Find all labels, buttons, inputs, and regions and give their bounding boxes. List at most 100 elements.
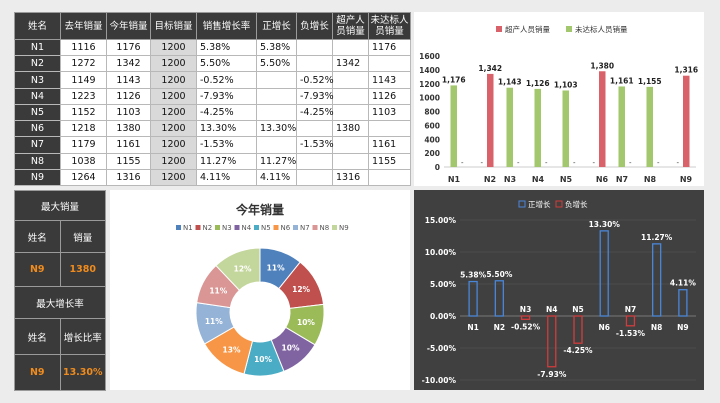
cell-name: N4	[14, 87, 61, 105]
max-growth-name: N9	[14, 354, 61, 391]
cell-this-year: 1155	[106, 152, 151, 170]
donut-percent-label: 12%	[234, 264, 252, 273]
bar-empty-marker: -	[461, 159, 464, 167]
bar	[562, 90, 569, 167]
bar	[534, 88, 541, 167]
cell-target: 1200	[150, 71, 197, 89]
cell-growth-rate: -0.52%	[196, 71, 257, 89]
cell-negative	[296, 152, 333, 170]
cell-over-target	[332, 71, 369, 89]
cell-positive: 5.38%	[256, 38, 297, 57]
table-row: N9 1264 1316 1200 4.11% 4.11% 1316	[14, 168, 411, 187]
growth-value-label: 5.50%	[486, 270, 513, 279]
legend-swatch-negative	[555, 200, 563, 208]
cell-under-target: 1155	[368, 152, 411, 170]
growth-value-label: -1.53%	[616, 329, 646, 338]
cell-target: 1200	[150, 87, 197, 105]
growth-bar	[547, 315, 557, 368]
x-tick-label: N3	[520, 305, 532, 314]
legend-label: N8	[320, 224, 330, 232]
growth-bar	[573, 315, 583, 344]
y-tick-label: 200	[424, 149, 440, 158]
cell-negative	[296, 55, 333, 73]
max-sales-name: N9	[14, 252, 61, 287]
growth-bar	[678, 289, 688, 317]
growth-chart: 正增长 负增长 -10.00% -5.00% 0.00% 5.00% 10.00% 15.00…	[422, 199, 697, 385]
x-tick-label: N2	[494, 323, 506, 332]
bar-value-label: 1,103	[554, 80, 578, 89]
cell-under-target	[368, 55, 411, 73]
y-tick-label: -10.00%	[422, 376, 457, 385]
cell-name: N3	[14, 71, 61, 89]
table-body: N1 1116 1176 1200 5.38% 5.38% 1176 N2 1272 1342 12…	[14, 38, 411, 187]
bar	[683, 75, 690, 167]
cell-target: 1200	[150, 55, 197, 73]
cell-name: N6	[14, 120, 61, 138]
donut-percent-label: 11%	[209, 286, 227, 295]
table-row: N4 1223 1126 1200 -7.93% -7.93% 1126	[14, 87, 411, 105]
bar	[487, 73, 494, 167]
max-sales-value: 1380	[59, 252, 106, 287]
cell-target: 1200	[150, 38, 197, 57]
growth-bar	[468, 280, 478, 317]
cell-under-target: 1176	[368, 38, 411, 57]
cell-this-year: 1103	[106, 103, 151, 122]
cell-negative: -4.25%	[296, 103, 334, 122]
cell-last-year: 1152	[60, 103, 107, 122]
cell-positive: 4.11%	[256, 168, 297, 187]
cell-last-year: 1038	[60, 152, 107, 170]
x-tick-label: N6	[598, 323, 610, 332]
cell-this-year: 1143	[106, 71, 151, 89]
cell-growth-rate: 13.30%	[196, 120, 257, 138]
legend-swatch	[273, 225, 279, 230]
bar	[450, 85, 457, 167]
cell-growth-rate: -7.93%	[196, 87, 257, 105]
table-row: N2 1272 1342 1200 5.50% 5.50% 1342	[14, 55, 411, 73]
legend-label: N9	[339, 224, 349, 232]
cell-positive	[256, 71, 297, 89]
cell-under-target	[368, 120, 411, 138]
cell-over-target	[332, 136, 369, 154]
growth-legend: 正增长 负增长	[518, 199, 588, 209]
cell-over-target	[332, 152, 369, 170]
y-tick-label: 5.00%	[430, 280, 457, 289]
cell-negative	[296, 120, 333, 138]
y-tick-label: 1600	[419, 52, 440, 61]
bar-empty-marker: -	[545, 159, 548, 167]
growth-value-label: 13.30%	[589, 220, 621, 229]
x-tick-label: N6	[596, 175, 609, 184]
cell-this-year: 1126	[106, 87, 151, 105]
cell-growth-rate: 5.50%	[196, 55, 257, 73]
x-tick-label: N2	[484, 175, 496, 184]
growth-value-label: 11.27%	[641, 233, 673, 242]
donut-percent-label: 11%	[267, 264, 285, 273]
cell-negative	[296, 38, 333, 57]
legend-swatch	[176, 225, 181, 230]
bar-value-label: 1,176	[442, 75, 466, 84]
bar-empty-marker: -	[657, 159, 660, 167]
table-row: N8 1038 1155 1200 11.27% 11.27% 1155	[14, 152, 411, 170]
legend-label: N6	[281, 224, 291, 232]
x-tick-label: N9	[680, 175, 693, 184]
bar-empty-marker: -	[676, 159, 679, 167]
bar-value-label: 1,143	[498, 78, 522, 87]
legend-label: N5	[261, 224, 271, 232]
cell-negative: -7.93%	[296, 87, 334, 105]
header-growth-rate: 销售增长率	[196, 12, 257, 40]
y-tick-label: 0	[435, 163, 440, 172]
header-line: 未达标人	[370, 15, 409, 26]
growth-label: 增长比率	[59, 318, 106, 355]
cell-growth-rate: -4.25%	[196, 103, 257, 122]
growth-bar	[625, 315, 636, 327]
legend-label-over: 超产人员销量	[505, 24, 550, 34]
donut-title: 今年销量	[235, 202, 284, 217]
cell-over-target: 1380	[332, 120, 369, 138]
bar	[506, 87, 513, 167]
cell-positive	[256, 103, 297, 122]
legend-label-negative: 负增长	[565, 199, 588, 209]
legend-swatch-over	[496, 26, 502, 32]
cell-over-target: 1342	[332, 55, 369, 73]
legend-swatch	[195, 225, 201, 230]
donut-chart-panel: 今年销量 N1 N2 N3 N4 N5 N6 N7 N8 N9 11% 12% 10% 10% 10% 13%…	[110, 190, 410, 390]
bar	[646, 86, 653, 167]
